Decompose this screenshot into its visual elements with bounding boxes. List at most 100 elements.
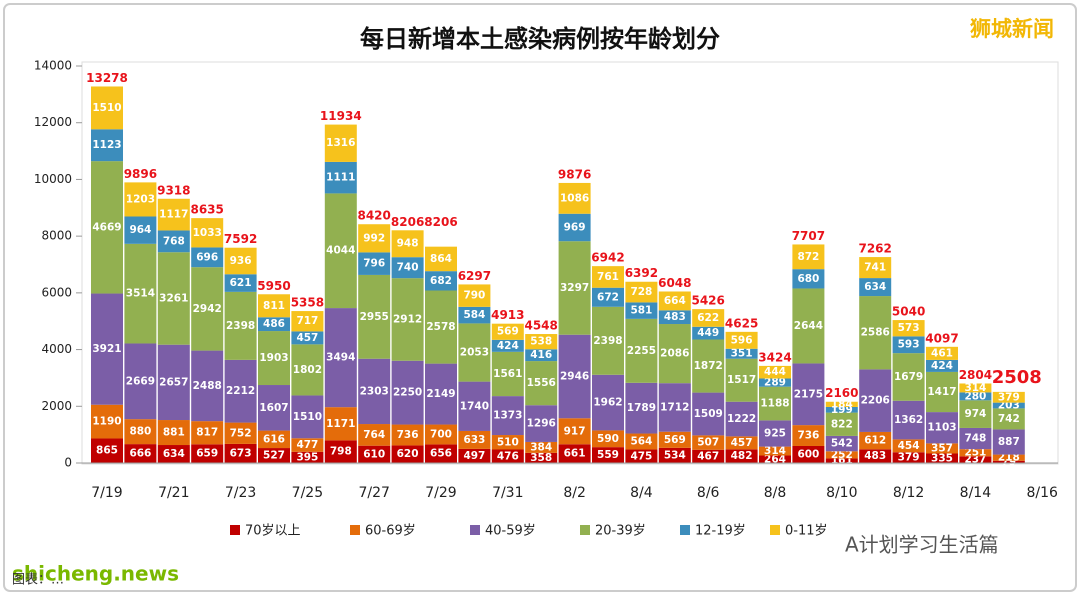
bar-segment	[425, 363, 457, 425]
segment-label: 2912	[393, 313, 422, 325]
segment-label: 656	[430, 448, 452, 460]
bar-segment	[224, 443, 257, 463]
bar-segment	[91, 129, 123, 162]
bar-segment	[825, 412, 858, 436]
bar-segment	[291, 331, 324, 345]
segment-label: 264	[764, 453, 786, 465]
bar-segment	[124, 419, 157, 445]
segment-label: 3261	[159, 292, 188, 304]
bar-segment	[157, 198, 190, 231]
bar-segment	[926, 359, 958, 372]
bar-segment	[892, 400, 925, 440]
segment-label: 4669	[92, 221, 121, 233]
bar-segment	[324, 407, 357, 441]
segment-label: 416	[530, 349, 552, 361]
bar-segment	[825, 435, 858, 452]
x-tick-label: 8/12	[893, 485, 924, 501]
bar-segment	[358, 274, 391, 359]
bar-segment	[959, 456, 992, 463]
bar-segment	[258, 317, 290, 332]
segment-label: 2657	[159, 376, 188, 388]
bar-segment	[291, 311, 324, 332]
bar-segment	[825, 406, 858, 413]
segment-label: 384	[530, 441, 552, 453]
bar-segment	[558, 241, 591, 335]
bar-segment	[258, 448, 290, 463]
segment-label: 596	[731, 334, 753, 346]
bar-segment	[391, 257, 424, 279]
segment-label: 1117	[159, 209, 188, 221]
segment-label: 742	[998, 413, 1020, 425]
segment-label: 1111	[326, 172, 355, 184]
plot-area	[81, 61, 1059, 465]
bar-segment	[458, 323, 491, 382]
segment-label: 1802	[293, 364, 322, 376]
segment-label: 2946	[560, 370, 589, 382]
segment-label: 822	[831, 418, 853, 430]
bar-segment	[859, 296, 892, 370]
segment-label: 449	[697, 327, 719, 339]
bar-segment	[859, 257, 892, 279]
bar-segment	[491, 351, 524, 397]
bar-segment	[759, 446, 791, 456]
bar-segment	[959, 449, 992, 457]
bar-segment	[91, 86, 123, 130]
bar-segment	[124, 343, 157, 420]
segment-label: 590	[597, 433, 619, 445]
bar-segment	[124, 444, 157, 463]
bar-segment	[725, 358, 758, 402]
bar-segment	[358, 224, 391, 253]
bar-segment	[592, 430, 624, 448]
segment-label: 764	[363, 429, 385, 441]
bar-segment	[825, 451, 858, 459]
segment-label: 925	[764, 427, 786, 439]
segment-label: 634	[864, 281, 886, 293]
bar-segment	[358, 358, 391, 425]
bar-segment	[825, 401, 858, 407]
x-tick-label: 7/23	[225, 485, 256, 501]
bar-segment	[391, 230, 424, 258]
segment-label: 477	[296, 439, 318, 451]
bar-segment	[191, 444, 224, 463]
segment-label: 358	[530, 452, 552, 464]
bar-segment	[725, 449, 758, 463]
segment-label: 2644	[794, 320, 823, 332]
segment-label: 534	[664, 449, 686, 461]
bar-segment	[525, 349, 558, 362]
x-tick-label: 7/27	[358, 485, 389, 501]
segment-label: 796	[363, 258, 385, 270]
bar-segment	[825, 458, 858, 463]
bar-segment	[792, 244, 825, 270]
segment-label: 2149	[426, 388, 455, 400]
segment-label: 542	[831, 438, 853, 450]
total-label: 5426	[691, 294, 724, 308]
legend-swatch	[680, 525, 690, 535]
bar-segment	[358, 445, 391, 463]
total-label: 4625	[725, 316, 758, 330]
segment-label: 564	[630, 436, 652, 448]
segment-label: 673	[230, 447, 252, 459]
segment-label: 454	[898, 440, 920, 452]
segment-label: 817	[196, 427, 218, 439]
x-tick-label: 8/14	[960, 485, 992, 501]
bar-segment	[425, 290, 457, 364]
segment-label: 1296	[527, 418, 556, 430]
segment-label: 2398	[593, 335, 622, 347]
segment-label: 1103	[927, 422, 956, 434]
bar-segment	[224, 274, 257, 292]
segment-label: 2053	[460, 347, 489, 359]
bar-segment	[157, 445, 190, 463]
bar-segment	[258, 294, 290, 318]
bar-segment	[291, 438, 324, 452]
segment-label: 700	[430, 428, 452, 440]
bar-segment	[692, 309, 725, 327]
segment-label: 752	[230, 427, 252, 439]
total-label: 9876	[558, 167, 591, 181]
bar-segment	[324, 124, 357, 162]
bar-segment	[224, 247, 257, 275]
watermark-site: shicheng.news	[12, 562, 179, 586]
bar-segment	[859, 278, 892, 297]
watermark-wechat: A计划学习生活篇	[845, 533, 999, 557]
segment-label: 538	[530, 336, 552, 348]
